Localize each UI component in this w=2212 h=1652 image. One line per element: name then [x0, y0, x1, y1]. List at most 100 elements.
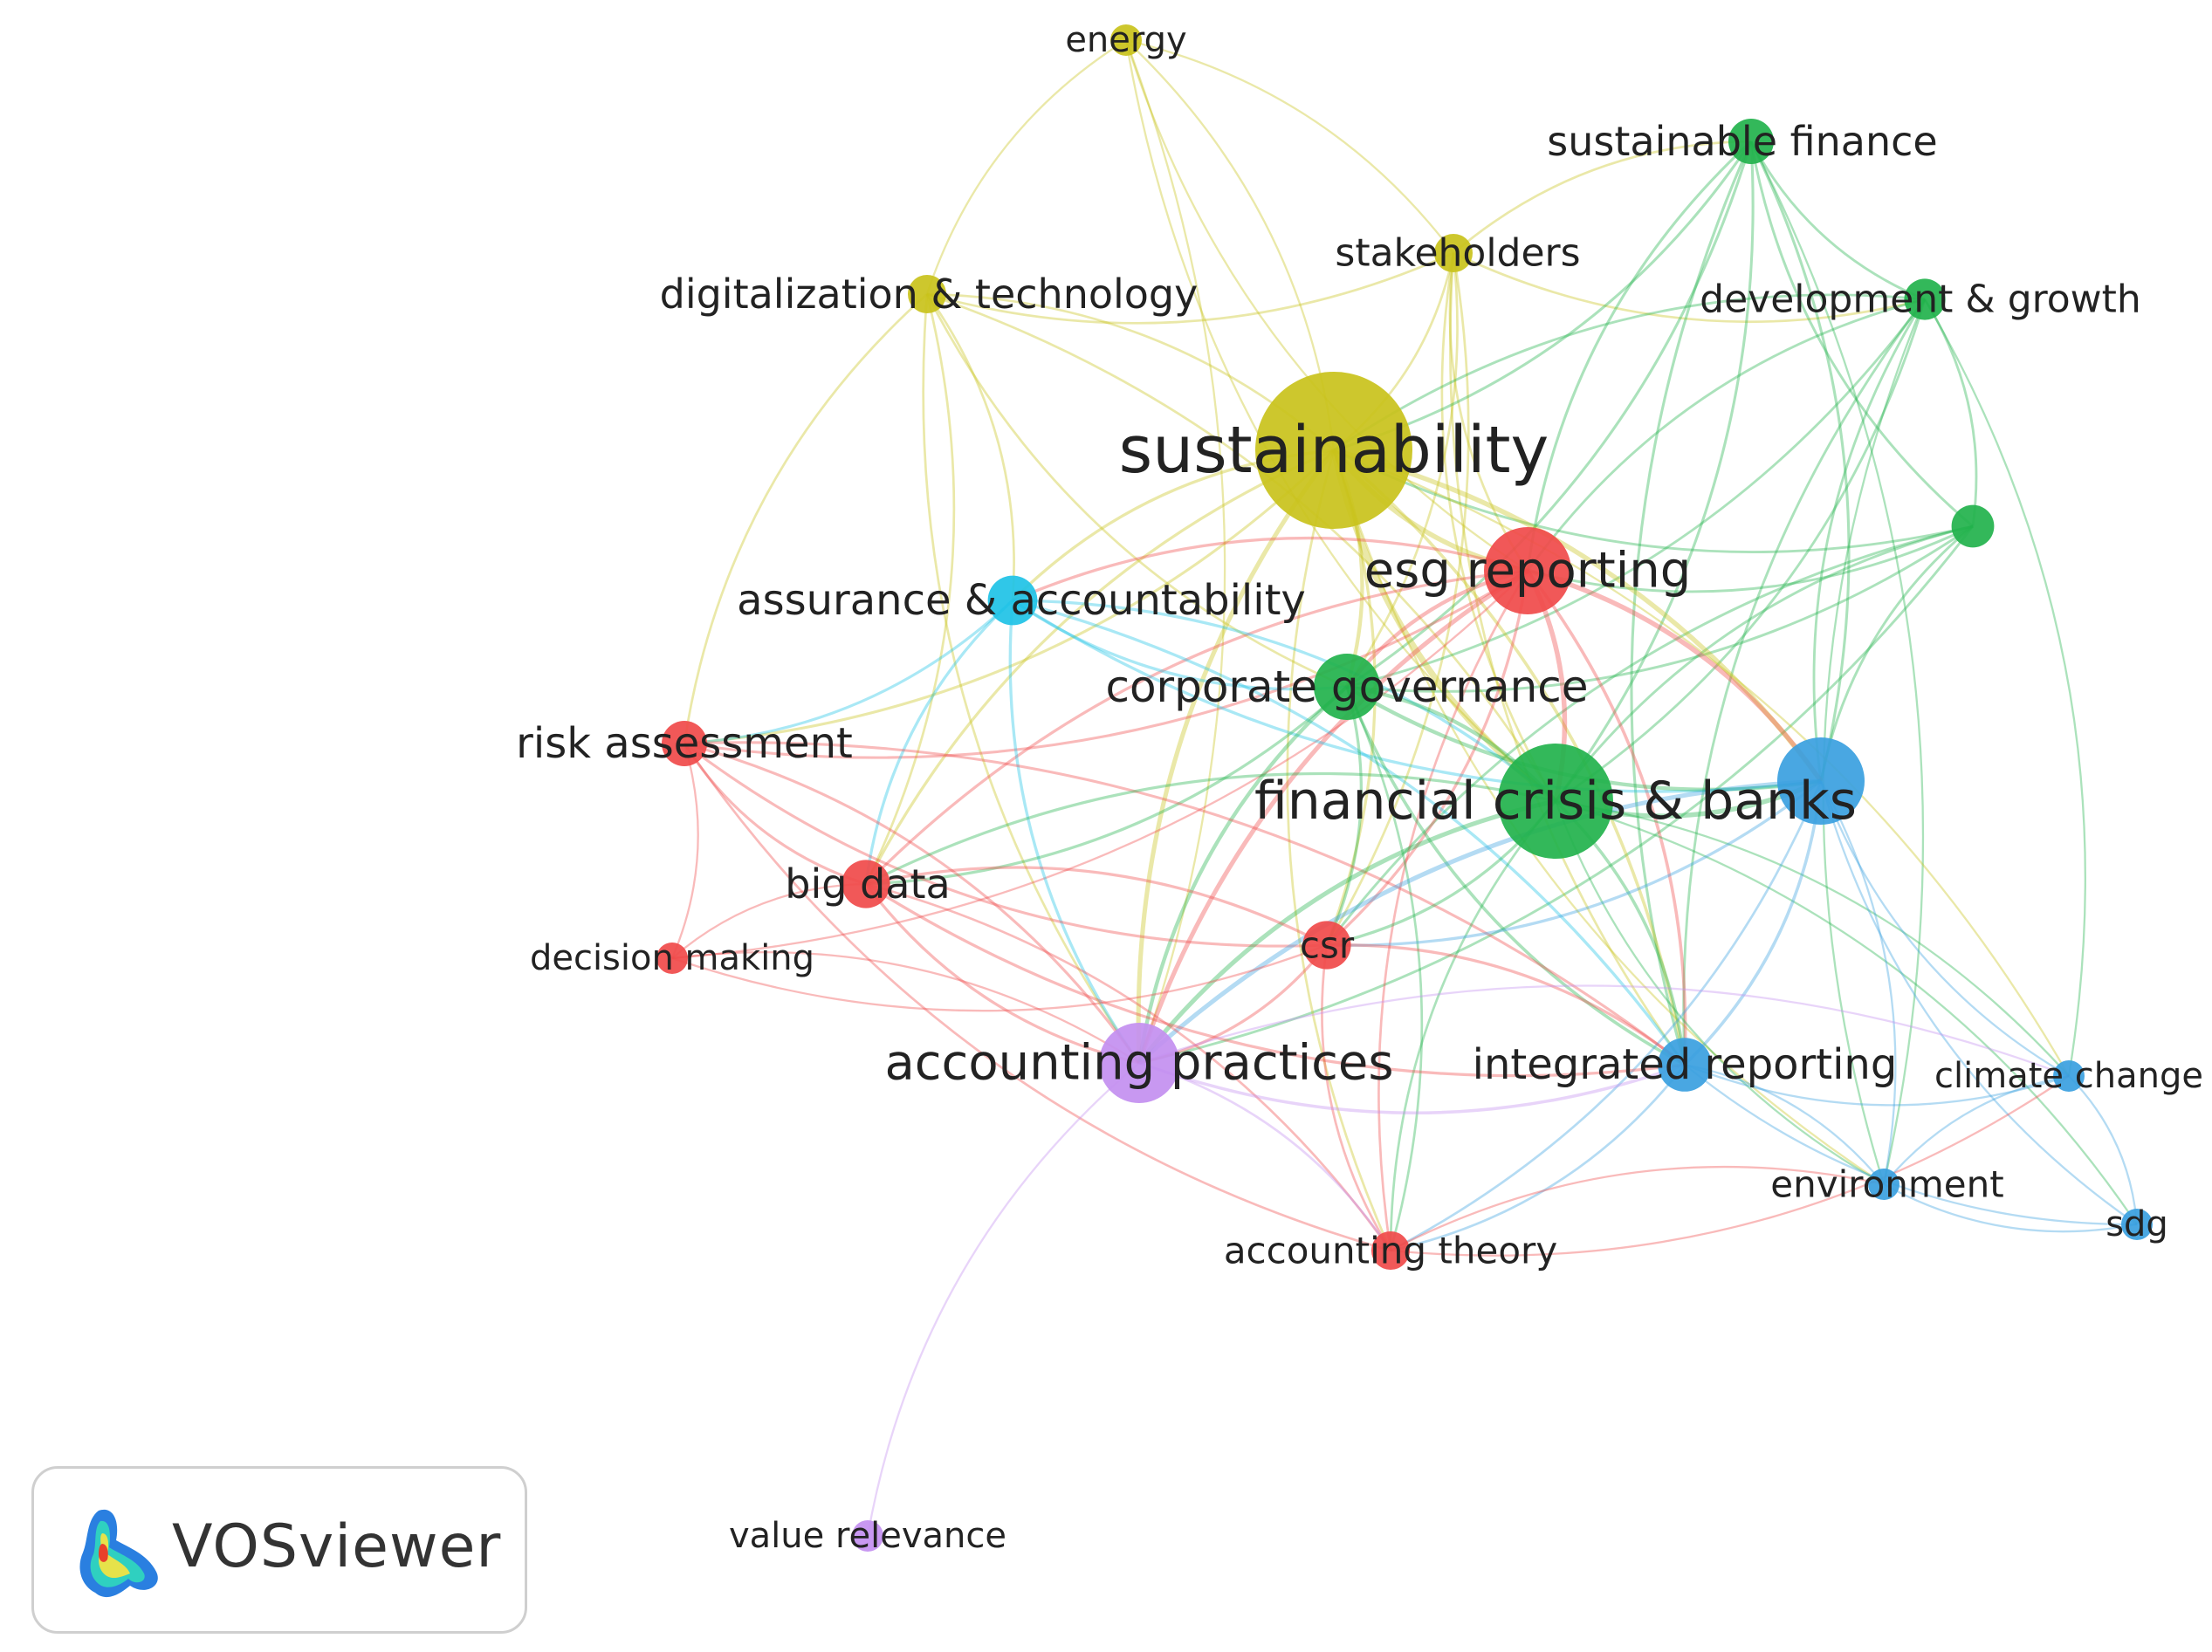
link-accounting-theory-environment	[1390, 1165, 1885, 1252]
link-big-data-accounting-practices	[864, 883, 1140, 1065]
label-risk-assessment: risk assessment	[516, 719, 853, 768]
label-csr: csr	[1300, 924, 1355, 967]
node-environment[interactable]	[1868, 1169, 1899, 1200]
label-esg-reporting: esg reporting	[1364, 543, 1692, 600]
node-accounting-theory[interactable]	[1371, 1231, 1410, 1270]
link-sustainability-big-data	[864, 449, 1335, 885]
link-esg-reporting-risk-assessment	[684, 569, 1528, 759]
link-sustainable-finance-esg-reporting	[1526, 140, 1753, 572]
link-sustainable-finance-development	[1749, 141, 1926, 301]
link-decision-making-csr	[671, 943, 1328, 1012]
link-esg-reporting-decision-making	[671, 570, 1528, 960]
link-risk-assessment-decision-making	[670, 743, 699, 959]
node-sdg[interactable]	[2121, 1209, 2153, 1240]
link-digitalization-assurance	[925, 293, 1015, 601]
node-energy[interactable]	[1110, 24, 1142, 56]
node-corporate-governance[interactable]	[1314, 654, 1380, 720]
link-sustainable-finance-blue-big	[1749, 141, 1851, 782]
node-decision-making[interactable]	[656, 943, 688, 974]
link-financial-crisis-accounting-practices	[1137, 799, 1556, 1065]
node-big-data[interactable]	[842, 860, 890, 908]
link-digitalization-risk-assessment	[683, 292, 928, 744]
link-sustainability-environment	[1332, 449, 1885, 1185]
vosviewer-brand-text: VOSviewer	[172, 1512, 502, 1581]
link-risk-assessment-accounting-practices	[684, 742, 1141, 1064]
node-sustainable-finance[interactable]	[1728, 119, 1774, 164]
link-assurance-blue-big	[1012, 599, 1822, 793]
link-sustainable-finance-green-unlabeled	[1749, 141, 1974, 528]
node-csr[interactable]	[1302, 921, 1351, 970]
label-assurance: assurance & accountability	[737, 576, 1306, 625]
node-digitalization[interactable]	[908, 275, 946, 313]
link-corporate-governance-big-data	[865, 685, 1349, 886]
link-assurance-accounting-practices	[1008, 600, 1141, 1064]
link-accounting-practices-climate-change	[1138, 984, 2070, 1078]
link-esg-reporting-csr	[1325, 570, 1529, 947]
node-esg-reporting[interactable]	[1484, 527, 1571, 614]
link-integrated-reporting-climate-change	[1684, 1063, 2070, 1107]
link-green-unlabeled-esg-reporting	[1527, 524, 1974, 593]
link-climate-change-environment	[1883, 1074, 2070, 1185]
link-sustainability-integrated-reporting	[1332, 449, 1686, 1066]
link-green-unlabeled-corporate-governance	[1346, 524, 1974, 693]
link-digitalization-big-data	[864, 293, 956, 885]
link-green-unlabeled-accounting-practices	[1138, 525, 1975, 1065]
link-blue-big-integrated-reporting	[1683, 780, 1823, 1066]
link-development-climate-change	[1924, 298, 2086, 1077]
node-stakeholders[interactable]	[1434, 234, 1473, 272]
link-blue-big-csr	[1326, 779, 1823, 947]
node-climate-change[interactable]	[2053, 1060, 2085, 1092]
link-sustainable-finance-environment	[1749, 141, 1925, 1185]
link-digitalization-stakeholders	[926, 251, 1454, 325]
link-assurance-big-data	[864, 599, 1014, 885]
link-blue-big-environment	[1819, 780, 1897, 1185]
link-financial-crisis-big-data	[865, 771, 1556, 886]
label-financial-crisis: financial crisis & banks	[1254, 771, 1857, 832]
node-green-unlabeled[interactable]	[1951, 504, 1995, 548]
link-development-blue-big	[1812, 298, 1927, 782]
node-accounting-practices[interactable]	[1099, 1023, 1179, 1103]
label-big-data: big data	[785, 860, 950, 908]
link-stakeholders-corporate-governance	[1345, 252, 1459, 688]
link-development-integrated-reporting	[1682, 298, 1927, 1066]
link-sustainable-finance-integrated-reporting	[1630, 141, 1753, 1066]
link-assurance-corporate-governance	[1012, 599, 1348, 691]
link-energy-digitalization	[925, 39, 1127, 295]
node-value-relevance[interactable]	[852, 1520, 883, 1552]
label-sustainability: sustainability	[1119, 413, 1549, 488]
link-esg-reporting-big-data	[864, 569, 1528, 886]
link-development-green-unlabeled	[1923, 298, 1978, 527]
nodes-layer	[656, 24, 2153, 1552]
node-development[interactable]	[1904, 278, 1946, 320]
link-blue-big-sdg	[1819, 780, 2138, 1225]
link-big-data-decision-making	[671, 882, 867, 959]
node-sustainability[interactable]	[1255, 372, 1412, 529]
link-financial-crisis-sdg	[1555, 799, 2138, 1225]
link-esg-reporting-assurance	[1012, 536, 1528, 602]
link-sustainability-risk-assessment	[684, 449, 1336, 745]
label-development: development & growth	[1700, 278, 2141, 322]
link-risk-assessment-big-data	[683, 743, 867, 886]
node-blue-big[interactable]	[1777, 737, 1865, 825]
link-risk-assessment-integrated-reporting	[684, 741, 1686, 1066]
link-sustainability-accounting-theory	[1286, 449, 1392, 1251]
link-big-data-csr	[865, 866, 1328, 947]
node-financial-crisis[interactable]	[1498, 744, 1613, 859]
link-stakeholders-financial-crisis	[1440, 252, 1557, 802]
link-digitalization-corporate-governance	[925, 293, 1348, 689]
link-sustainability-climate-change	[1333, 449, 2070, 1077]
link-accounting-practices-accounting-theory	[1138, 1061, 1392, 1251]
label-climate-change: climate change	[1934, 1056, 2203, 1096]
label-integrated-reporting: integrated reporting	[1473, 1040, 1898, 1089]
density-map-icon	[79, 1509, 158, 1598]
label-sustainable-finance: sustainable finance	[1547, 118, 1937, 165]
link-energy-esg-reporting	[1124, 39, 1528, 572]
node-risk-assessment[interactable]	[662, 721, 707, 766]
node-integrated-reporting[interactable]	[1658, 1038, 1712, 1092]
link-development-corporate-governance	[1346, 298, 1927, 689]
link-corporate-governance-csr	[1325, 686, 1364, 946]
link-accounting-theory-climate-change	[1390, 1075, 2070, 1257]
label-corporate-governance: corporate governance	[1105, 661, 1588, 712]
link-csr-integrated-reporting	[1326, 943, 1686, 1066]
node-assurance[interactable]	[987, 575, 1038, 626]
